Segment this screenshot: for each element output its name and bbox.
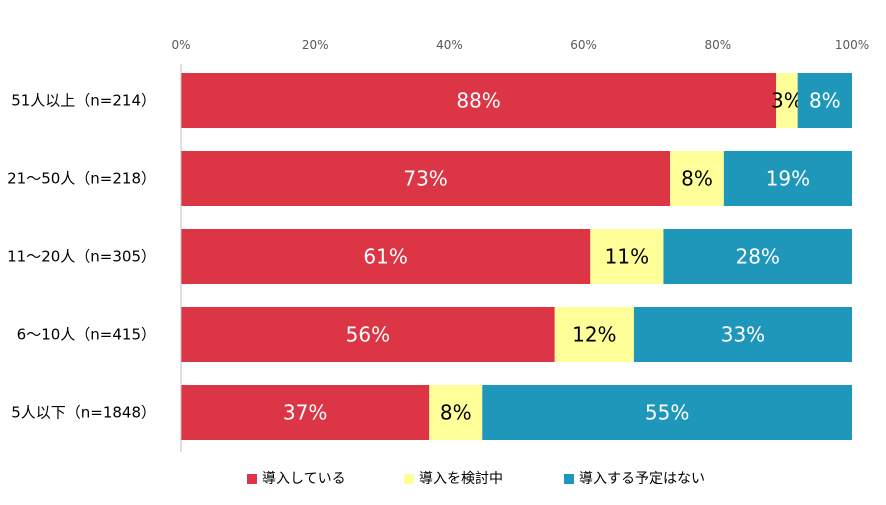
x-tick-label: 100% [835, 38, 869, 52]
data-label: 33% [721, 323, 765, 347]
data-label: 56% [346, 323, 390, 347]
legend-label: 導入を検討中 [419, 471, 503, 487]
data-label: 8% [809, 89, 841, 113]
x-tick-label: 60% [570, 38, 597, 52]
data-label: 3% [771, 89, 803, 113]
bar-segment [723, 151, 852, 206]
category-label: 21～50人（n=218） [7, 170, 156, 188]
data-label: 8% [681, 167, 713, 191]
bar-segment [554, 307, 634, 362]
bar-segment [181, 73, 777, 128]
category-label: 5人以下（n=1848） [11, 404, 156, 422]
x-tick-label: 40% [436, 38, 463, 52]
legend-label: 導入する予定はない [579, 471, 705, 487]
category-labels: 51人以上（n=214） 21～50人（n=218） 11～20人（n=305） 6～… [7, 92, 156, 422]
data-label: 73% [403, 167, 447, 191]
x-axis-ticks: 0% 20% 40% 60% 80% 100% [171, 38, 869, 52]
x-tick-label: 0% [171, 38, 190, 52]
bar-segment [633, 307, 852, 362]
category-label: 51人以上（n=214） [11, 92, 156, 110]
bar-segment [663, 229, 852, 284]
bar-segment [181, 151, 671, 206]
data-label: 12% [572, 323, 616, 347]
data-label: 55% [645, 401, 689, 425]
bar-segment [670, 151, 724, 206]
bar-segment [181, 307, 555, 362]
data-label: 8% [440, 401, 472, 425]
data-label: 28% [735, 245, 779, 269]
bar-segment [590, 229, 664, 284]
legend-swatch [404, 474, 414, 484]
category-label: 11～20人（n=305） [7, 248, 156, 266]
data-label: 11% [605, 245, 649, 269]
x-tick-label: 20% [302, 38, 329, 52]
data-label: 61% [363, 245, 407, 269]
data-label: 19% [766, 167, 810, 191]
legend-swatch [564, 474, 574, 484]
legend: 導入している 導入を検討中 導入する予定はない [247, 471, 705, 487]
legend-swatch [247, 474, 257, 484]
legend-label: 導入している [262, 471, 346, 487]
category-label: 6～10人（n=415） [17, 326, 156, 344]
bar-segment [776, 73, 798, 128]
x-tick-label: 80% [704, 38, 731, 52]
bar-segment [181, 385, 430, 440]
data-label: 88% [456, 89, 500, 113]
bar-segment [429, 385, 483, 440]
bars: 88% 3% 8%73% 8% 19%61% 11% 28%56% 12% 33%37% 8% 55… [181, 73, 852, 440]
data-label: 37% [283, 401, 327, 425]
bar-segment [482, 385, 852, 440]
bar-segment [797, 73, 852, 128]
bar-segment [181, 229, 591, 284]
